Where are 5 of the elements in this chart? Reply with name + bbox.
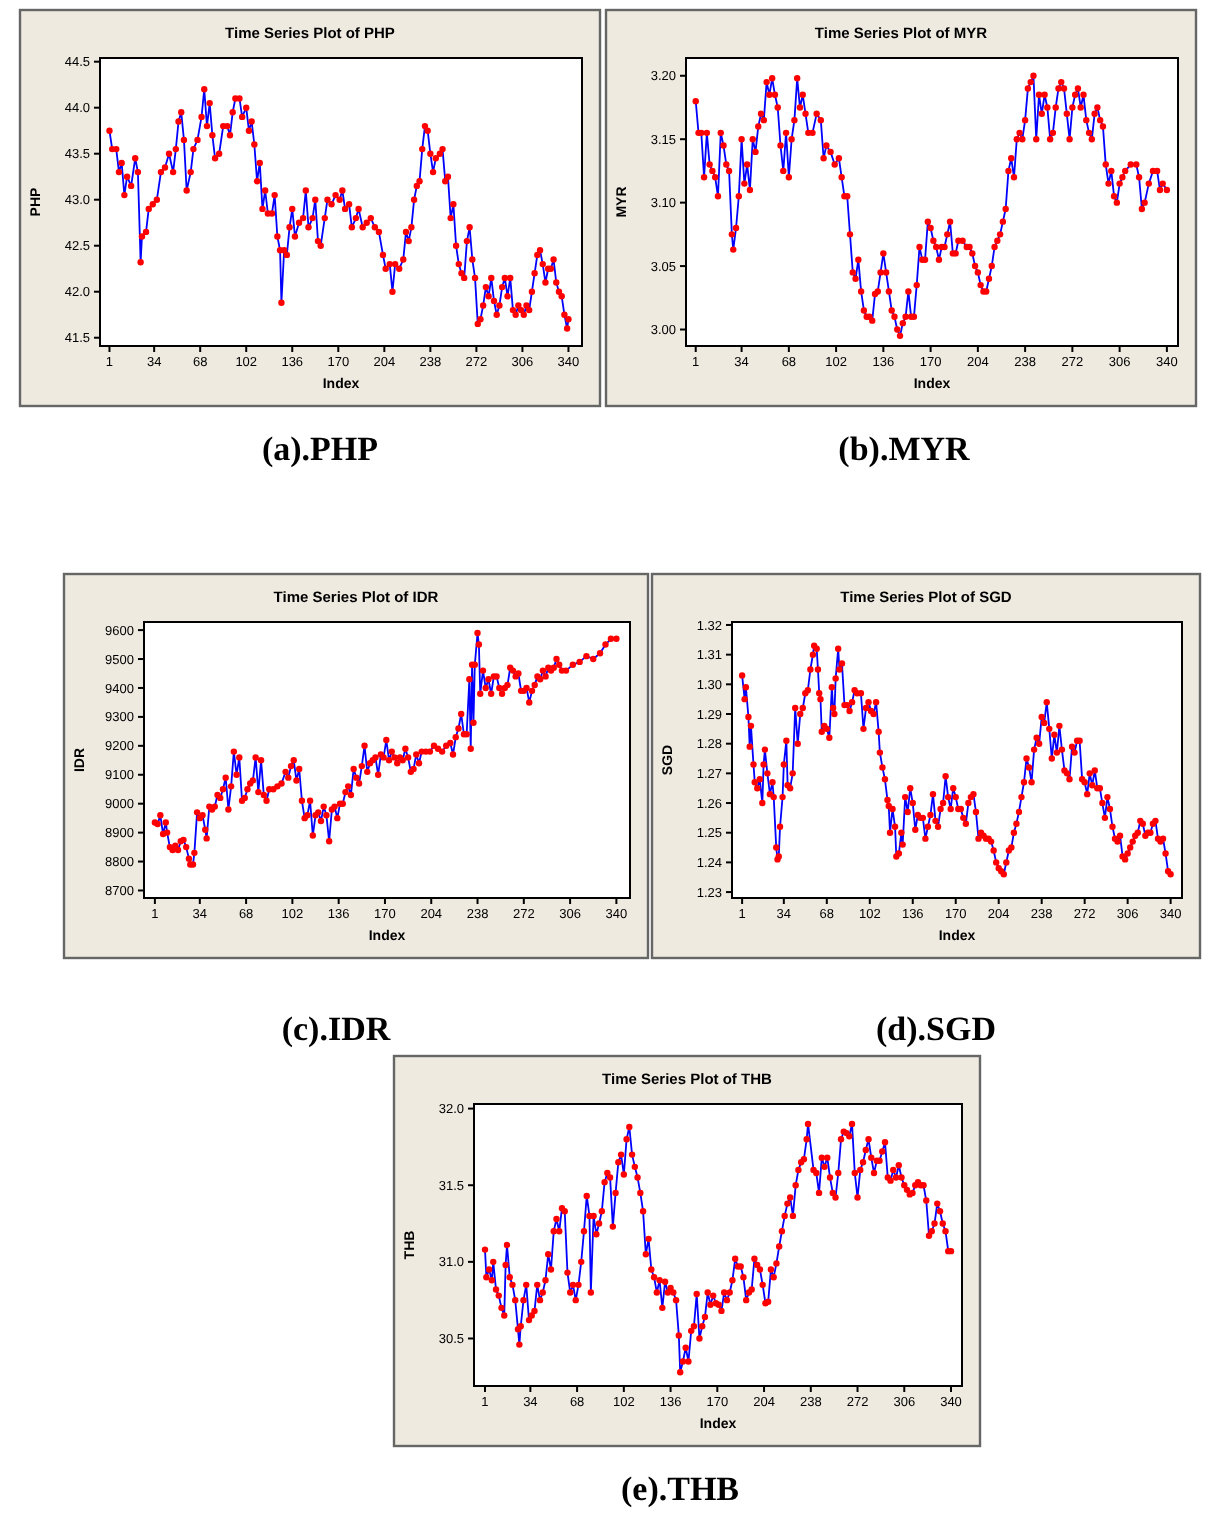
text: (b).MYR xyxy=(838,430,972,468)
text: (c).IDR xyxy=(281,1010,392,1048)
text: (e).THB xyxy=(620,1470,740,1508)
text: (a).PHP xyxy=(261,430,379,468)
text: (d).SGD xyxy=(876,1010,996,1048)
